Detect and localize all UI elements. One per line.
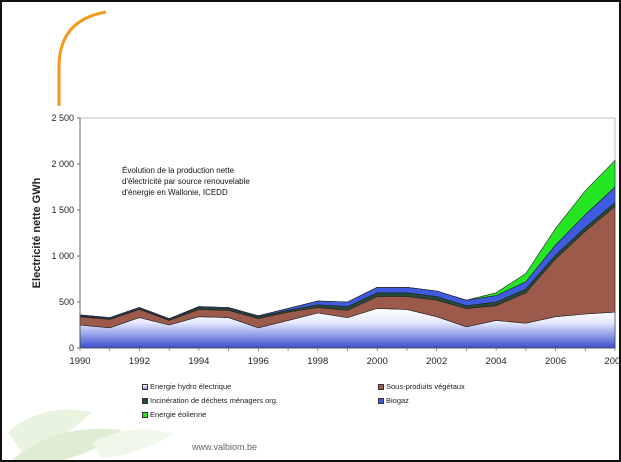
x-tick-label: 1990: [69, 356, 90, 367]
legend-item-eolien: Energie éolienne: [142, 410, 206, 419]
area-series-4: [79, 159, 616, 319]
leaf-watermark: [8, 409, 172, 460]
x-tick-label: 2008: [604, 356, 621, 367]
x-tick-label: 1998: [307, 356, 328, 367]
legend-label-eolien: Energie éolienne: [150, 410, 207, 419]
legend-swatch-sous-produits: [378, 383, 384, 390]
x-tick-label: 2004: [486, 356, 507, 367]
y-axis-title: Electricité nette GWh: [31, 177, 43, 288]
chart-legend: Energie hydro électrique Incinération de…: [142, 382, 472, 432]
y-ticks: 0 500 1 000 1 500 2 000 2 500: [51, 113, 80, 353]
legend-label-hydro: Energie hydro électrique: [150, 382, 232, 391]
legend-item-hydro: Energie hydro électrique: [142, 382, 231, 391]
y-tick-label: 2 500: [51, 113, 74, 123]
y-tick-label: 0: [69, 343, 74, 353]
annotation-line-3: d'énergie en Wallonie, ICEDD: [122, 188, 228, 197]
decorative-arc: [57, 10, 107, 106]
x-tick-label: 2000: [367, 356, 388, 367]
legend-label-sous-produits: Sous-produits végétaux: [386, 382, 465, 391]
legend-item-incineration: Incinération de déchets ménagers org.: [142, 396, 278, 405]
annotation-line-2: d'électricité par source renouvelable: [122, 177, 250, 186]
legend-swatch-biogaz: [378, 397, 384, 404]
legend-label-biogaz: Biogaz: [386, 396, 409, 405]
legend-swatch-eolien: [142, 411, 148, 418]
chart-annotation: Évolution de la production nette d'élect…: [122, 166, 250, 197]
footer-url: www.valbiom.be: [192, 442, 258, 452]
y-tick-label: 1 000: [51, 251, 74, 261]
x-tick-label: 2006: [545, 356, 566, 367]
y-tick-label: 1 500: [51, 205, 74, 215]
x-tick-label: 2002: [426, 356, 447, 367]
legend-item-sous-produits: Sous-produits végétaux: [378, 382, 465, 391]
legend-label-incineration: Incinération de déchets ménagers org.: [150, 396, 278, 405]
y-tick-label: 2 000: [51, 159, 74, 169]
x-tick-label: 1996: [248, 356, 269, 367]
x-tick-label: 1992: [129, 356, 150, 367]
legend-swatch-incineration: [142, 397, 148, 404]
legend-swatch-hydro: [142, 383, 148, 390]
legend-item-biogaz: Biogaz: [378, 396, 409, 405]
x-tick-label: 1994: [188, 356, 209, 367]
annotation-line-1: Évolution de la production nette: [122, 166, 235, 175]
x-ticks: 1990 1992 1994 1996 1998 2000 2002 2004 2006 2008: [69, 348, 621, 367]
y-tick-label: 500: [59, 297, 74, 307]
